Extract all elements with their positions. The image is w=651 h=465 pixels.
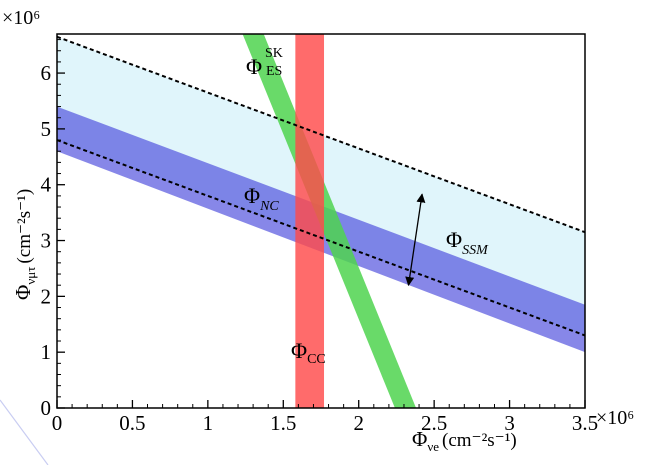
bands-layer [57,34,585,408]
ssm-dashed-line-2 [57,139,585,337]
label-phi-es-sk: ΦSK ES [246,46,283,79]
x-ticks: 0 0.5 1 1.5 2 2.5 3 3.5 [52,400,598,435]
ssm-arrow-layer [405,193,426,287]
corner-decoration-line [0,399,49,465]
y-axis-label: Φνμτ (cm⁻²s⁻¹) [11,189,38,300]
x-axis-label-main: Φ [412,427,427,451]
band-es-sk [242,34,417,408]
y-tick-label: 3 [41,229,52,253]
y-axis-label-main: Φ [11,285,35,300]
y-ticks: 0 1 2 3 4 5 6 [41,39,65,420]
ssm-width-arrow [405,193,426,287]
x-tick-label: 0.5 [119,411,145,435]
x-axis-label-units: (cm⁻²s⁻¹) [442,430,517,451]
y-tick-label: 4 [41,173,52,197]
dashed-lines-layer [57,35,585,337]
x-axis-label: Φνe (cm⁻²s⁻¹) [412,427,517,454]
x-tick-label: 0 [52,411,63,435]
y-axis-label-units: (cm⁻²s⁻¹) [14,189,35,264]
x-tick-label: 1.5 [270,411,296,435]
y-tick-label: 5 [41,117,52,141]
x-tick-label: 2.5 [421,411,447,435]
x-tick-label: 3 [504,411,515,435]
x-multiplier: ×10⁶ [596,407,634,429]
x-axis-label-sub: νe [427,439,439,454]
x-tick-label: 1 [203,411,214,435]
x-tick-label: 2 [353,411,364,435]
y-tick-label: 0 [41,396,52,420]
y-tick-label: 1 [41,340,52,364]
y-axis-label-sub: νμτ [23,267,38,285]
y-tick-label: 6 [41,61,52,85]
plot-frame [56,33,586,409]
x-tick-label: 3.5 [572,411,598,435]
label-phi-cc: ΦCC [291,338,326,367]
label-phi-nc: ΦNC [244,183,279,214]
y-multiplier: ×10⁶ [2,7,40,29]
ssm-dashed-line-1 [57,35,585,234]
label-phi-ssm: ΦSSM [446,227,489,258]
band-cc [295,34,325,408]
y-tick-label: 2 [41,284,52,308]
